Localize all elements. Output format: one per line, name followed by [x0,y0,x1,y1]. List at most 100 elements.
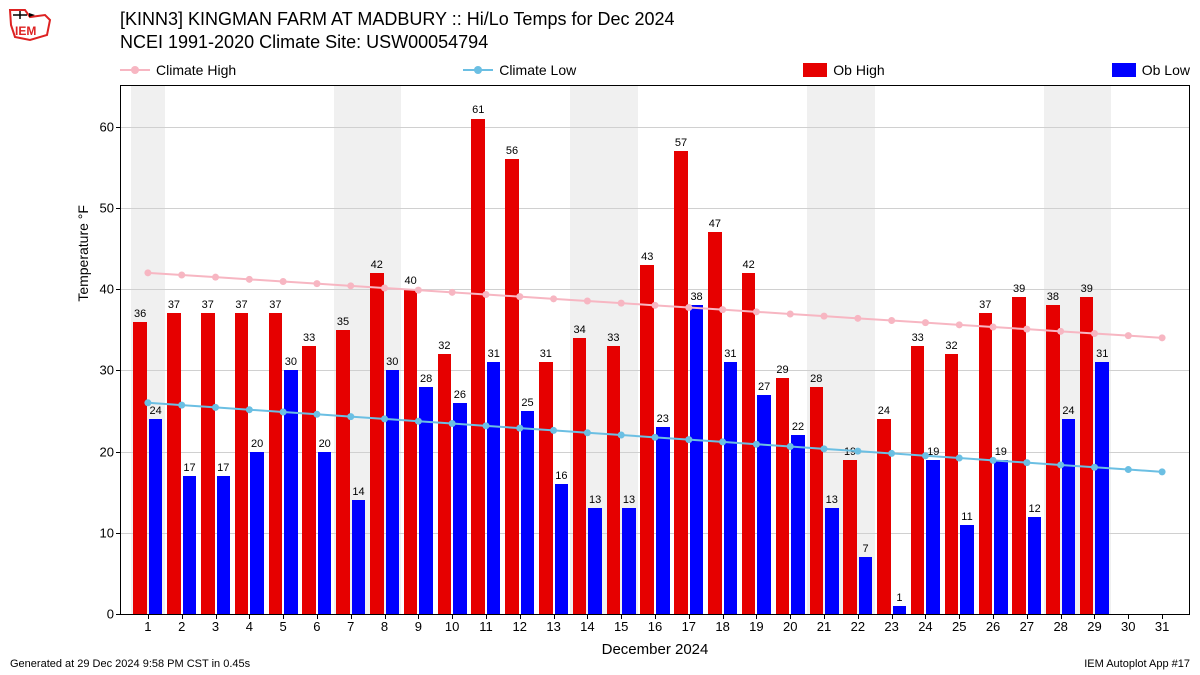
climate-lines [121,86,1189,614]
x-tick-label: 9 [415,619,422,634]
x-tick-label: 31 [1155,619,1169,634]
climate-low-line-marker [415,418,422,425]
climate-low-line-marker [246,406,253,413]
x-tick [1061,614,1062,619]
x-tick [587,614,588,619]
x-tick [858,614,859,619]
climate-low-line-marker [753,441,760,448]
climate-high-line-marker [719,306,726,313]
x-tick [959,614,960,619]
x-tick-label: 29 [1087,619,1101,634]
climate-high-line-marker [1091,330,1098,337]
climate-low-line-marker [1091,464,1098,471]
climate-high-line-marker [550,295,557,302]
x-tick [1128,614,1129,619]
climate-high-line-marker [449,289,456,296]
x-tick-label: 27 [1020,619,1034,634]
x-tick-label: 11 [479,619,493,634]
x-tick [790,614,791,619]
climate-high-line-marker [922,319,929,326]
x-tick-label: 21 [817,619,831,634]
climate-low-line-marker [990,457,997,464]
x-tick-label: 15 [614,619,628,634]
y-tick-label: 0 [107,607,114,622]
climate-low-line-marker [618,432,625,439]
climate-low-line-marker [652,434,659,441]
y-tick-label: 30 [100,363,114,378]
climate-low-line-marker [685,436,692,443]
y-tick [116,614,121,615]
climate-high-line-marker [854,315,861,322]
y-tick-label: 60 [100,119,114,134]
climate-high-line-marker [246,276,253,283]
x-tick [1027,614,1028,619]
x-tick-label: 3 [212,619,219,634]
plot-area: December 2024 01020304050601234567891011… [120,85,1190,615]
x-tick [723,614,724,619]
x-tick-label: 13 [546,619,560,634]
x-tick-label: 16 [648,619,662,634]
climate-high-line-marker [1023,326,1030,333]
legend-label: Ob Low [1142,62,1190,78]
x-tick [824,614,825,619]
climate-low-line-marker [280,409,287,416]
x-tick-label: 4 [246,619,253,634]
title-line-2: NCEI 1991-2020 Climate Site: USW00054794 [120,31,675,54]
x-tick [1094,614,1095,619]
x-tick [520,614,521,619]
y-tick-label: 20 [100,444,114,459]
climate-high-line-marker [381,284,388,291]
legend-label: Climate Low [499,62,576,78]
climate-high-line-marker [821,313,828,320]
x-tick-label: 7 [347,619,354,634]
x-tick-label: 10 [445,619,459,634]
x-tick [1162,614,1163,619]
x-tick-label: 19 [749,619,763,634]
climate-low-line-marker [787,443,794,450]
climate-low-line-marker [212,404,219,411]
climate-high-line-marker [1057,328,1064,335]
climate-low-line-marker [584,429,591,436]
climate-high-line-marker [178,271,185,278]
climate-low-line-marker [922,452,929,459]
climate-high-line-marker [956,321,963,328]
x-tick [655,614,656,619]
climate-high-line-marker [144,269,151,276]
x-tick [351,614,352,619]
x-tick-label: 24 [918,619,932,634]
climate-low-line-marker [178,402,185,409]
climate-high-line-marker [753,308,760,315]
climate-low-line-marker [888,450,895,457]
climate-high-line-marker [415,287,422,294]
x-tick [148,614,149,619]
climate-low-line-marker [956,455,963,462]
climate-low-line-marker [1125,466,1132,473]
x-tick-label: 14 [580,619,594,634]
x-tick [418,614,419,619]
x-tick [385,614,386,619]
climate-high-line-marker [685,304,692,311]
x-tick-label: 30 [1121,619,1135,634]
iem-logo: IEM [5,5,55,45]
climate-low-line-marker [347,413,354,420]
climate-high-line-marker [1159,334,1166,341]
x-tick-label: 6 [313,619,320,634]
x-tick-label: 20 [783,619,797,634]
climate-low-line-marker [854,448,861,455]
climate-low-line-marker [516,425,523,432]
climate-high-line-marker [482,291,489,298]
x-tick-label: 28 [1053,619,1067,634]
x-tick [249,614,250,619]
climate-high-line-marker [787,310,794,317]
climate-low-line-marker [482,422,489,429]
climate-low-line-marker [550,427,557,434]
climate-high-line-marker [280,278,287,285]
x-axis-label: December 2024 [602,641,709,658]
x-tick [892,614,893,619]
climate-high-line-marker [347,282,354,289]
x-tick-label: 5 [280,619,287,634]
x-tick-label: 22 [851,619,865,634]
legend-label: Ob High [833,62,884,78]
x-tick [554,614,555,619]
climate-low-line-marker [313,411,320,418]
